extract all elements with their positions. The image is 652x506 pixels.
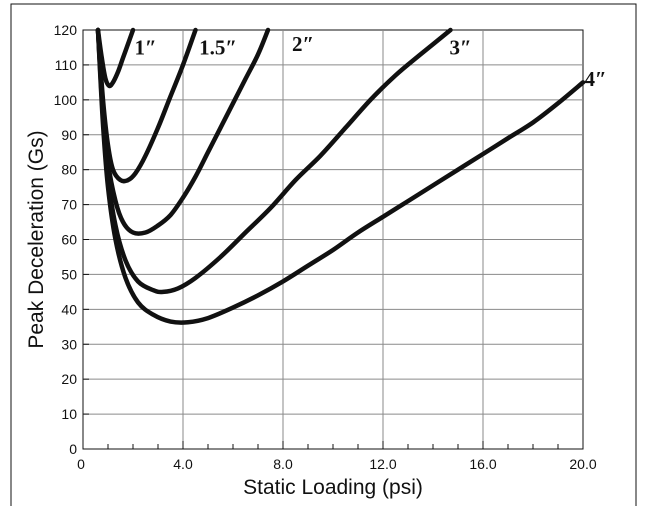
y-tick-label: 80 xyxy=(61,162,77,178)
curve-4 xyxy=(95,27,453,295)
curve-label-4: 3″ xyxy=(449,35,471,59)
y-tick-label: 40 xyxy=(61,301,77,317)
x-tick-label: 16.0 xyxy=(469,456,496,472)
curve-labels: 1″ 1.5″ 2″ 3″ 4″ xyxy=(134,32,606,91)
x-tick-label: 0 xyxy=(77,456,85,472)
figure-border-line xyxy=(10,3,637,506)
y-tick-label: 60 xyxy=(61,232,77,248)
y-tick-label: 10 xyxy=(61,406,77,422)
curve-1 xyxy=(95,27,136,89)
curve-label-2: 1.5″ xyxy=(199,35,237,59)
curve-label-3: 2″ xyxy=(292,32,314,56)
y-tick-label: 20 xyxy=(61,371,77,387)
grid xyxy=(82,29,584,450)
y-tick-label: 90 xyxy=(61,127,77,143)
curve-label-5: 4″ xyxy=(584,67,606,91)
curves xyxy=(95,27,586,325)
x-tick-label: 4.0 xyxy=(173,456,193,472)
axis-ticks: 0 10 20 30 40 50 60 70 80 90 100 110 120 0 4.0 8.0 12.0 1… xyxy=(54,22,597,472)
y-tick-label: 0 xyxy=(69,441,77,457)
x-tick-label: 12.0 xyxy=(369,456,396,472)
curve-3 xyxy=(95,27,271,236)
y-tick-label: 50 xyxy=(61,266,77,282)
y-tick-label: 120 xyxy=(54,22,78,38)
y-tick-label: 70 xyxy=(61,197,77,213)
figure-border xyxy=(10,3,637,506)
y-tick-label: 30 xyxy=(61,336,77,352)
x-axis-title: Static Loading (psi) xyxy=(243,476,423,499)
curve-label-1: 1″ xyxy=(134,35,156,59)
x-tick-label: 20.0 xyxy=(569,456,596,472)
x-tick-label: 8.0 xyxy=(273,456,293,472)
y-tick-label: 110 xyxy=(55,57,78,73)
y-tick-label: 100 xyxy=(54,92,78,108)
curve-5 xyxy=(95,27,586,325)
y-axis-title: Peak Deceleration (Gs) xyxy=(25,130,48,348)
